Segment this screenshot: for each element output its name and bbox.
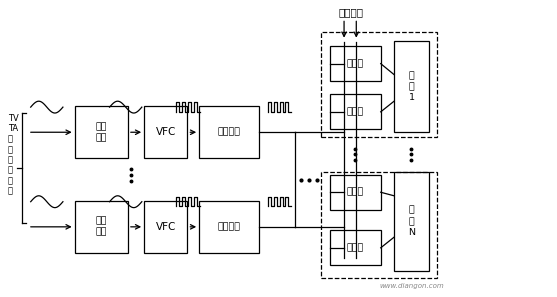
Bar xyxy=(330,46,381,81)
Text: 计数器: 计数器 xyxy=(346,59,364,68)
Text: 光电耦合: 光电耦合 xyxy=(218,128,241,137)
Text: VFC: VFC xyxy=(155,222,176,232)
Text: 模
块
N: 模 块 N xyxy=(408,206,415,237)
Bar xyxy=(321,172,437,278)
Text: 二: 二 xyxy=(8,135,13,143)
Bar xyxy=(330,230,381,265)
Bar xyxy=(199,201,259,252)
Bar xyxy=(330,175,381,210)
Text: www.diangon.com: www.diangon.com xyxy=(379,283,444,289)
Bar xyxy=(75,106,128,158)
Text: 量: 量 xyxy=(8,186,13,195)
Bar xyxy=(321,32,437,137)
Text: 光电耦合: 光电耦合 xyxy=(218,222,241,231)
Bar xyxy=(144,106,187,158)
Text: 次: 次 xyxy=(8,145,13,154)
Text: 电压
形成: 电压 形成 xyxy=(95,122,107,142)
Text: 电压
形成: 电压 形成 xyxy=(95,217,107,237)
Bar xyxy=(199,106,259,158)
Bar xyxy=(394,41,429,132)
Text: TV: TV xyxy=(8,114,19,124)
Text: 拟: 拟 xyxy=(8,176,13,185)
Text: TA: TA xyxy=(8,124,18,133)
Bar xyxy=(144,201,187,252)
Text: 模
块
1: 模 块 1 xyxy=(409,71,414,102)
Text: 侧: 侧 xyxy=(8,155,13,164)
Text: 计数器: 计数器 xyxy=(346,107,364,116)
Text: 计数器: 计数器 xyxy=(346,188,364,197)
Bar xyxy=(394,172,429,271)
Bar xyxy=(75,201,128,252)
Text: 模: 模 xyxy=(8,166,13,175)
Bar xyxy=(330,94,381,129)
Text: 信号共享: 信号共享 xyxy=(338,7,363,18)
Text: 计数器: 计数器 xyxy=(346,243,364,252)
Text: VFC: VFC xyxy=(155,127,176,137)
